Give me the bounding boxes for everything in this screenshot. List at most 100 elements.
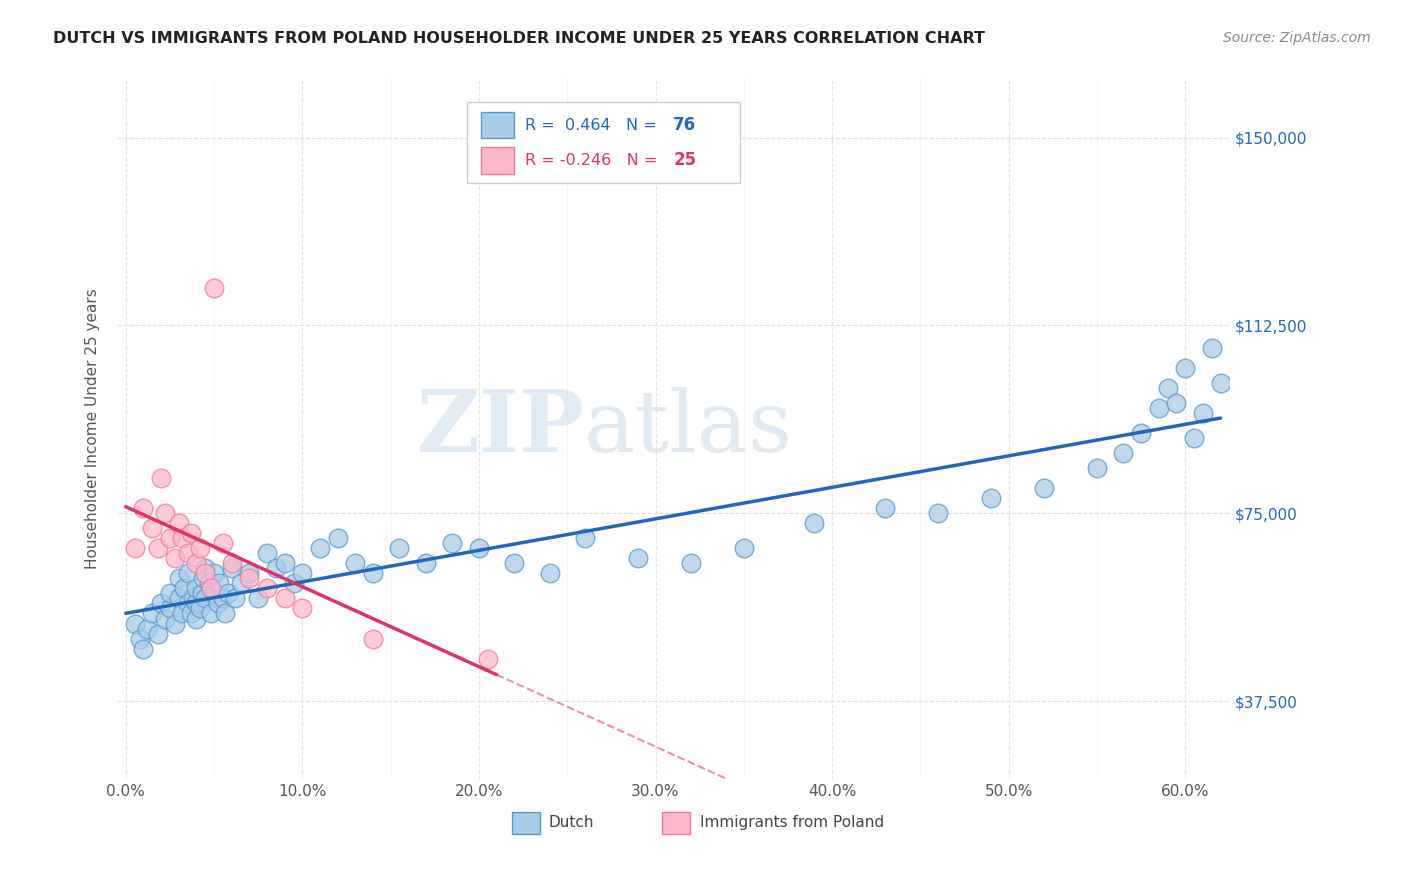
Point	[221, 557, 243, 571]
Point	[167, 591, 190, 606]
Point	[172, 532, 194, 546]
Point	[733, 541, 755, 556]
FancyBboxPatch shape	[481, 147, 515, 174]
Point	[173, 582, 195, 596]
Text: Dutch: Dutch	[548, 814, 595, 830]
Point	[159, 601, 181, 615]
Point	[194, 561, 217, 575]
Point	[468, 541, 491, 556]
Point	[146, 626, 169, 640]
Point	[146, 541, 169, 556]
Point	[194, 591, 217, 606]
Point	[186, 557, 208, 571]
Point	[1156, 381, 1178, 395]
Point	[361, 632, 384, 646]
Point	[202, 566, 225, 581]
Point	[291, 601, 314, 615]
Point	[165, 551, 187, 566]
Point	[217, 586, 239, 600]
Point	[229, 576, 252, 591]
Point	[212, 591, 235, 606]
Point	[1147, 401, 1170, 416]
Point	[326, 532, 349, 546]
Point	[136, 622, 159, 636]
Point	[274, 591, 297, 606]
Point	[176, 546, 198, 560]
Point	[186, 611, 208, 625]
Point	[538, 566, 561, 581]
Point	[141, 521, 163, 535]
Point	[172, 607, 194, 621]
Point	[247, 591, 270, 606]
Point	[197, 576, 219, 591]
Point	[153, 506, 176, 520]
Point	[176, 597, 198, 611]
Point	[132, 501, 155, 516]
Text: 76: 76	[673, 116, 696, 134]
Point	[124, 616, 146, 631]
Point	[503, 557, 526, 571]
Point	[477, 651, 499, 665]
Point	[1033, 481, 1056, 495]
Point	[181, 591, 204, 606]
Point	[344, 557, 367, 571]
Point	[180, 607, 202, 621]
Text: R =  0.464   N =: R = 0.464 N =	[526, 118, 662, 133]
FancyBboxPatch shape	[512, 813, 540, 833]
Point	[1130, 426, 1153, 441]
Point	[176, 566, 198, 581]
Point	[186, 582, 208, 596]
Text: R = -0.246   N =: R = -0.246 N =	[526, 153, 662, 168]
Point	[980, 491, 1002, 506]
Y-axis label: Householder Income Under 25 years: Householder Income Under 25 years	[86, 288, 100, 568]
Text: ZIP: ZIP	[416, 386, 583, 470]
Point	[202, 281, 225, 295]
Point	[927, 506, 949, 520]
Text: Immigrants from Poland: Immigrants from Poland	[700, 814, 884, 830]
Point	[132, 641, 155, 656]
Point	[1085, 461, 1108, 475]
FancyBboxPatch shape	[662, 813, 690, 833]
Point	[256, 582, 278, 596]
Point	[309, 541, 332, 556]
Point	[202, 586, 225, 600]
Point	[1182, 431, 1205, 445]
Point	[1112, 446, 1135, 460]
Point	[208, 576, 231, 591]
Point	[1201, 341, 1223, 355]
Point	[441, 536, 464, 550]
FancyBboxPatch shape	[481, 112, 515, 138]
Point	[150, 597, 173, 611]
Point	[200, 582, 222, 596]
Point	[291, 566, 314, 581]
Point	[803, 516, 825, 531]
Text: DUTCH VS IMMIGRANTS FROM POLAND HOUSEHOLDER INCOME UNDER 25 YEARS CORRELATION CH: DUTCH VS IMMIGRANTS FROM POLAND HOUSEHOL…	[53, 31, 986, 46]
Point	[214, 607, 236, 621]
Point	[627, 551, 650, 566]
Point	[165, 616, 187, 631]
Point	[188, 601, 211, 615]
Point	[224, 591, 246, 606]
Point	[574, 532, 596, 546]
Point	[180, 526, 202, 541]
Point	[188, 541, 211, 556]
Point	[361, 566, 384, 581]
Point	[256, 546, 278, 560]
Text: atlas: atlas	[583, 386, 793, 470]
Point	[212, 536, 235, 550]
Point	[1209, 376, 1232, 390]
FancyBboxPatch shape	[467, 102, 740, 183]
Point	[388, 541, 411, 556]
Point	[193, 571, 215, 585]
Point	[207, 597, 229, 611]
Point	[238, 571, 260, 585]
Point	[153, 611, 176, 625]
Point	[415, 557, 437, 571]
Point	[190, 586, 212, 600]
Text: 25: 25	[673, 152, 696, 169]
Point	[274, 557, 297, 571]
Point	[264, 561, 287, 575]
Point	[194, 566, 217, 581]
Point	[129, 632, 152, 646]
Text: Source: ZipAtlas.com: Source: ZipAtlas.com	[1223, 31, 1371, 45]
